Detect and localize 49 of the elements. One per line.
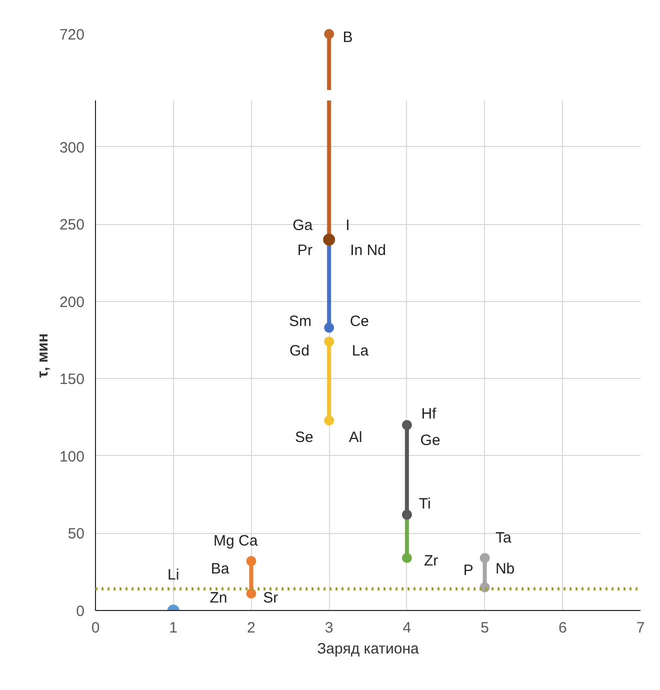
x-tick-label: 3 bbox=[324, 620, 334, 636]
annotation: Ti bbox=[418, 495, 431, 512]
annotation: La bbox=[352, 342, 370, 360]
y-tick-label: 50 bbox=[68, 526, 85, 543]
y-tick-label: 0 bbox=[76, 603, 84, 620]
text: 720 bbox=[59, 26, 85, 44]
point bbox=[324, 336, 334, 347]
annotation: Nb bbox=[495, 560, 515, 578]
x-tick-label: 1 bbox=[169, 620, 178, 636]
x-tick-label: 5 bbox=[480, 620, 489, 636]
text: B bbox=[342, 28, 353, 46]
point bbox=[246, 556, 256, 566]
point bbox=[324, 322, 334, 333]
annotation: Zn bbox=[210, 590, 228, 607]
x-axis-title: Заряд катиона bbox=[317, 640, 420, 658]
annotation: Sm bbox=[289, 313, 312, 330]
point bbox=[402, 552, 412, 563]
y-tick-label: 150 bbox=[59, 371, 85, 388]
annotation: Se bbox=[294, 428, 314, 446]
y-tick-label: 100 bbox=[59, 448, 85, 466]
annotation: Li bbox=[168, 566, 180, 584]
annotation: Zr bbox=[424, 552, 438, 570]
annotation: In Nd bbox=[350, 242, 386, 259]
annotation: Pr bbox=[297, 242, 312, 259]
point bbox=[402, 420, 412, 430]
y-tick-label: 300 bbox=[59, 139, 85, 156]
y-tick-label: 200 bbox=[59, 294, 85, 311]
point bbox=[480, 552, 490, 563]
x-tick-label: 0 bbox=[91, 620, 100, 636]
x-tick-label: 7 bbox=[636, 620, 645, 636]
y-axis-title: τ, мин bbox=[34, 333, 52, 378]
annotation: Ce bbox=[350, 313, 370, 330]
annotation: Ba bbox=[210, 560, 230, 578]
y-tick-label: 250 bbox=[59, 216, 85, 234]
annotation: Gd bbox=[289, 342, 310, 360]
x-tick-label: 2 bbox=[247, 620, 256, 636]
annotation: Sr bbox=[263, 590, 278, 607]
x-tick-label: 6 bbox=[558, 620, 567, 636]
point bbox=[246, 588, 256, 598]
annotation: Ta bbox=[496, 529, 512, 546]
annotation: Al bbox=[348, 428, 362, 446]
annotation: Ge bbox=[420, 432, 440, 449]
annotation: P bbox=[463, 562, 474, 579]
x-tick-label: 4 bbox=[402, 620, 412, 636]
annotation: Ga bbox=[292, 217, 314, 234]
point bbox=[324, 415, 334, 426]
annotation: I bbox=[346, 217, 350, 234]
annotation: Mg Ca bbox=[214, 532, 258, 550]
annotation: Hf bbox=[421, 406, 438, 423]
